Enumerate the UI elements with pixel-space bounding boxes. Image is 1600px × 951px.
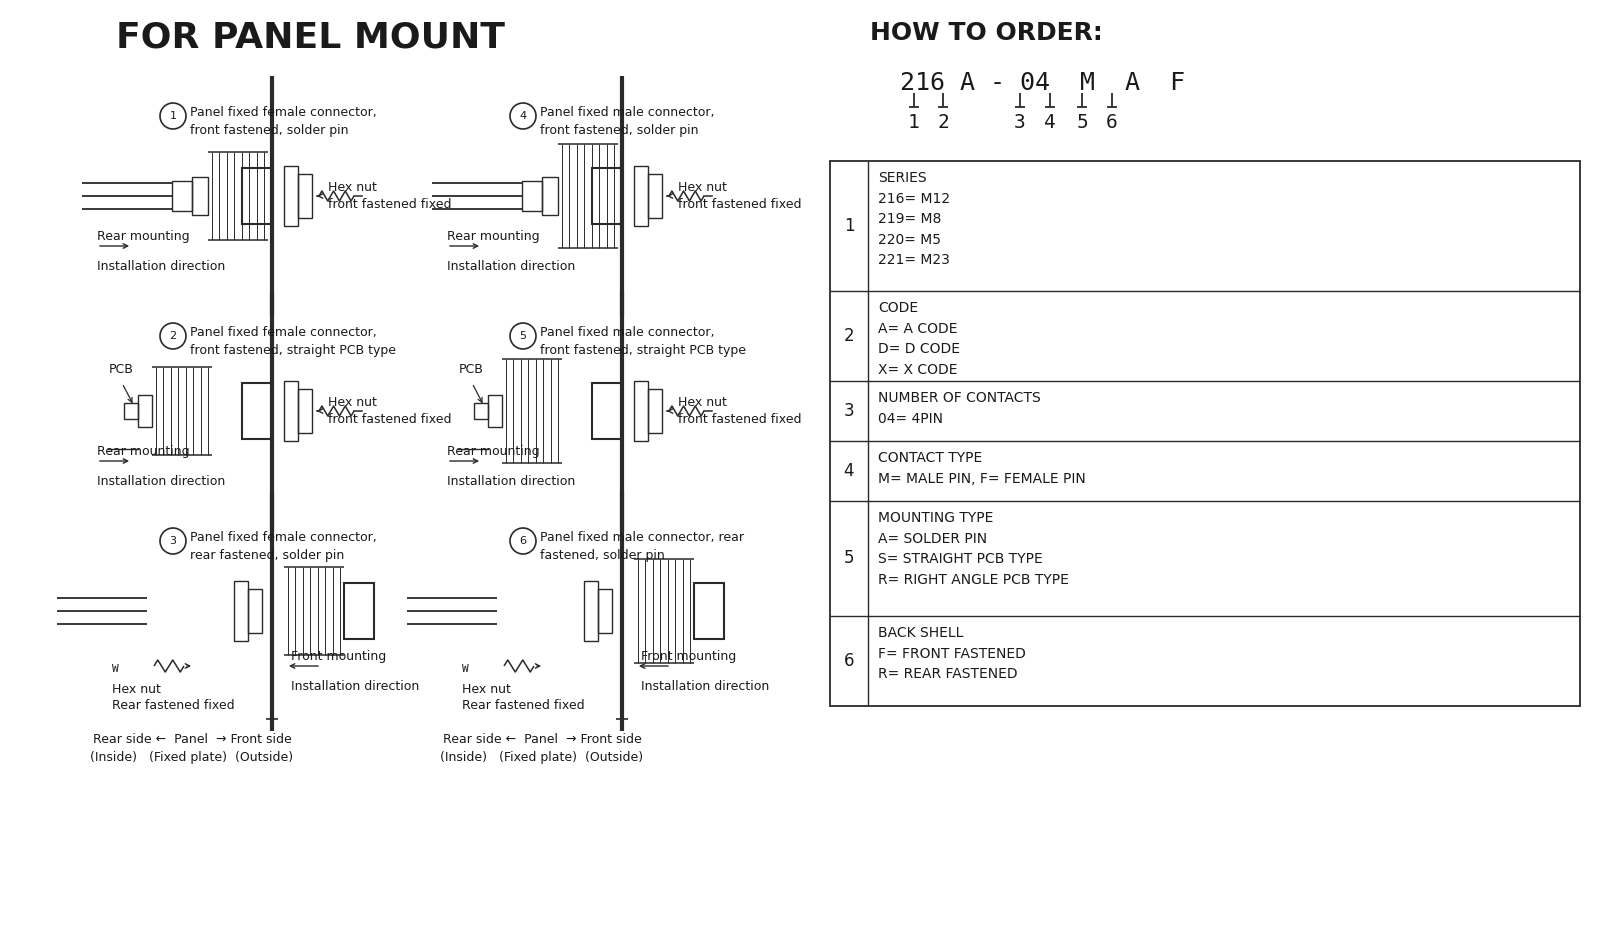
Text: Installation direction: Installation direction — [98, 475, 226, 488]
Text: 2: 2 — [843, 327, 854, 345]
Text: Rear fastened fixed: Rear fastened fixed — [462, 699, 584, 712]
Bar — [138, 395, 152, 427]
Text: Installation direction: Installation direction — [291, 680, 419, 693]
Text: front fastened fixed: front fastened fixed — [678, 413, 802, 426]
Bar — [634, 381, 648, 441]
Text: HOW TO ORDER:: HOW TO ORDER: — [870, 21, 1102, 45]
Text: Front mounting: Front mounting — [642, 650, 736, 663]
Text: (Inside)   (Fixed plate)  (Outside): (Inside) (Fixed plate) (Outside) — [440, 751, 643, 764]
Text: Rear side ←  Panel  → Front side: Rear side ← Panel → Front side — [93, 733, 291, 746]
Text: 4: 4 — [520, 111, 526, 121]
Text: 3: 3 — [843, 402, 854, 420]
Circle shape — [510, 323, 536, 349]
Bar — [598, 589, 611, 633]
Text: Panel fixed male connector, rear
fastened, solder pin: Panel fixed male connector, rear fastene… — [541, 531, 744, 562]
Text: MOUNTING TYPE
A= SOLDER PIN
S= STRAIGHT PCB TYPE
R= RIGHT ANGLE PCB TYPE: MOUNTING TYPE A= SOLDER PIN S= STRAIGHT … — [878, 511, 1069, 587]
Text: Rear fastened fixed: Rear fastened fixed — [112, 699, 235, 712]
Text: Rear mounting: Rear mounting — [98, 230, 190, 243]
Text: Hex nut: Hex nut — [678, 181, 726, 194]
Bar — [648, 174, 662, 218]
Bar — [584, 581, 598, 641]
Text: 6: 6 — [843, 652, 854, 670]
Bar — [248, 589, 262, 633]
Text: 6: 6 — [1106, 113, 1118, 132]
Circle shape — [510, 103, 536, 129]
Bar — [344, 583, 374, 639]
Text: Hex nut: Hex nut — [112, 683, 162, 696]
Text: front fastened fixed: front fastened fixed — [328, 413, 451, 426]
Bar — [542, 177, 558, 215]
Bar — [298, 389, 312, 433]
Text: (Inside)   (Fixed plate)  (Outside): (Inside) (Fixed plate) (Outside) — [91, 751, 293, 764]
Text: CODE
A= A CODE
D= D CODE
X= X CODE: CODE A= A CODE D= D CODE X= X CODE — [878, 301, 960, 377]
Text: W: W — [462, 664, 469, 674]
Text: 3: 3 — [1014, 113, 1026, 132]
Text: Hex nut: Hex nut — [462, 683, 510, 696]
Bar — [125, 403, 138, 419]
Text: Rear mounting: Rear mounting — [98, 445, 190, 458]
Text: Installation direction: Installation direction — [446, 475, 576, 488]
Text: 4: 4 — [843, 462, 854, 480]
Text: 1: 1 — [909, 113, 920, 132]
Bar — [285, 166, 298, 226]
Circle shape — [160, 103, 186, 129]
Bar — [285, 381, 298, 441]
Text: 2: 2 — [170, 331, 176, 341]
Text: Rear mounting: Rear mounting — [446, 445, 539, 458]
Text: Panel fixed female connector,
rear fastened, solder pin: Panel fixed female connector, rear faste… — [190, 531, 376, 562]
Bar — [192, 177, 208, 215]
Text: front fastened fixed: front fastened fixed — [328, 198, 451, 211]
Text: 4: 4 — [1045, 113, 1056, 132]
Text: 5: 5 — [1077, 113, 1088, 132]
Text: Installation direction: Installation direction — [642, 680, 770, 693]
Bar — [634, 166, 648, 226]
Bar — [592, 383, 622, 439]
Circle shape — [510, 528, 536, 554]
Text: Panel fixed male connector,
front fastened, straight PCB type: Panel fixed male connector, front fasten… — [541, 326, 746, 357]
Bar — [173, 181, 192, 211]
Bar — [474, 403, 488, 419]
Circle shape — [160, 323, 186, 349]
Circle shape — [160, 528, 186, 554]
Text: PCB: PCB — [109, 363, 134, 376]
Text: Front mounting: Front mounting — [291, 650, 386, 663]
Bar — [242, 383, 272, 439]
Text: PCB: PCB — [459, 363, 483, 376]
Bar — [648, 389, 662, 433]
Text: Rear side ←  Panel  → Front side: Rear side ← Panel → Front side — [443, 733, 642, 746]
Text: FOR PANEL MOUNT: FOR PANEL MOUNT — [115, 21, 504, 55]
Bar — [592, 168, 622, 224]
Text: NUMBER OF CONTACTS
04= 4PIN: NUMBER OF CONTACTS 04= 4PIN — [878, 391, 1040, 426]
Text: Rear mounting: Rear mounting — [446, 230, 539, 243]
Text: Installation direction: Installation direction — [446, 260, 576, 273]
Bar — [522, 181, 542, 211]
Bar — [234, 581, 248, 641]
Text: Hex nut: Hex nut — [328, 181, 378, 194]
Bar — [830, 161, 1581, 706]
Text: front fastened fixed: front fastened fixed — [678, 198, 802, 211]
Text: Hex nut: Hex nut — [328, 396, 378, 409]
Text: 5: 5 — [520, 331, 526, 341]
Text: W: W — [112, 664, 118, 674]
Text: 1: 1 — [170, 111, 176, 121]
Text: BACK SHELL
F= FRONT FASTENED
R= REAR FASTENED: BACK SHELL F= FRONT FASTENED R= REAR FAS… — [878, 626, 1026, 681]
Text: Panel fixed female connector,
front fastened, straight PCB type: Panel fixed female connector, front fast… — [190, 326, 397, 357]
Text: 6: 6 — [520, 536, 526, 546]
Text: Installation direction: Installation direction — [98, 260, 226, 273]
Text: 216 A - 04  M  A  F: 216 A - 04 M A F — [899, 71, 1186, 95]
Text: Panel fixed female connector,
front fastened, solder pin: Panel fixed female connector, front fast… — [190, 106, 376, 137]
Text: SERIES
216= M12
219= M8
220= M5
221= M23: SERIES 216= M12 219= M8 220= M5 221= M23 — [878, 171, 950, 267]
Text: Panel fixed male connector,
front fastened, solder pin: Panel fixed male connector, front fasten… — [541, 106, 715, 137]
Text: Hex nut: Hex nut — [678, 396, 726, 409]
Text: 1: 1 — [843, 217, 854, 235]
Bar — [242, 168, 272, 224]
Text: 5: 5 — [843, 549, 854, 567]
Bar — [694, 583, 723, 639]
Text: 2: 2 — [938, 113, 949, 132]
Text: CONTACT TYPE
M= MALE PIN, F= FEMALE PIN: CONTACT TYPE M= MALE PIN, F= FEMALE PIN — [878, 451, 1086, 486]
Text: 3: 3 — [170, 536, 176, 546]
Bar — [298, 174, 312, 218]
Bar — [488, 395, 502, 427]
